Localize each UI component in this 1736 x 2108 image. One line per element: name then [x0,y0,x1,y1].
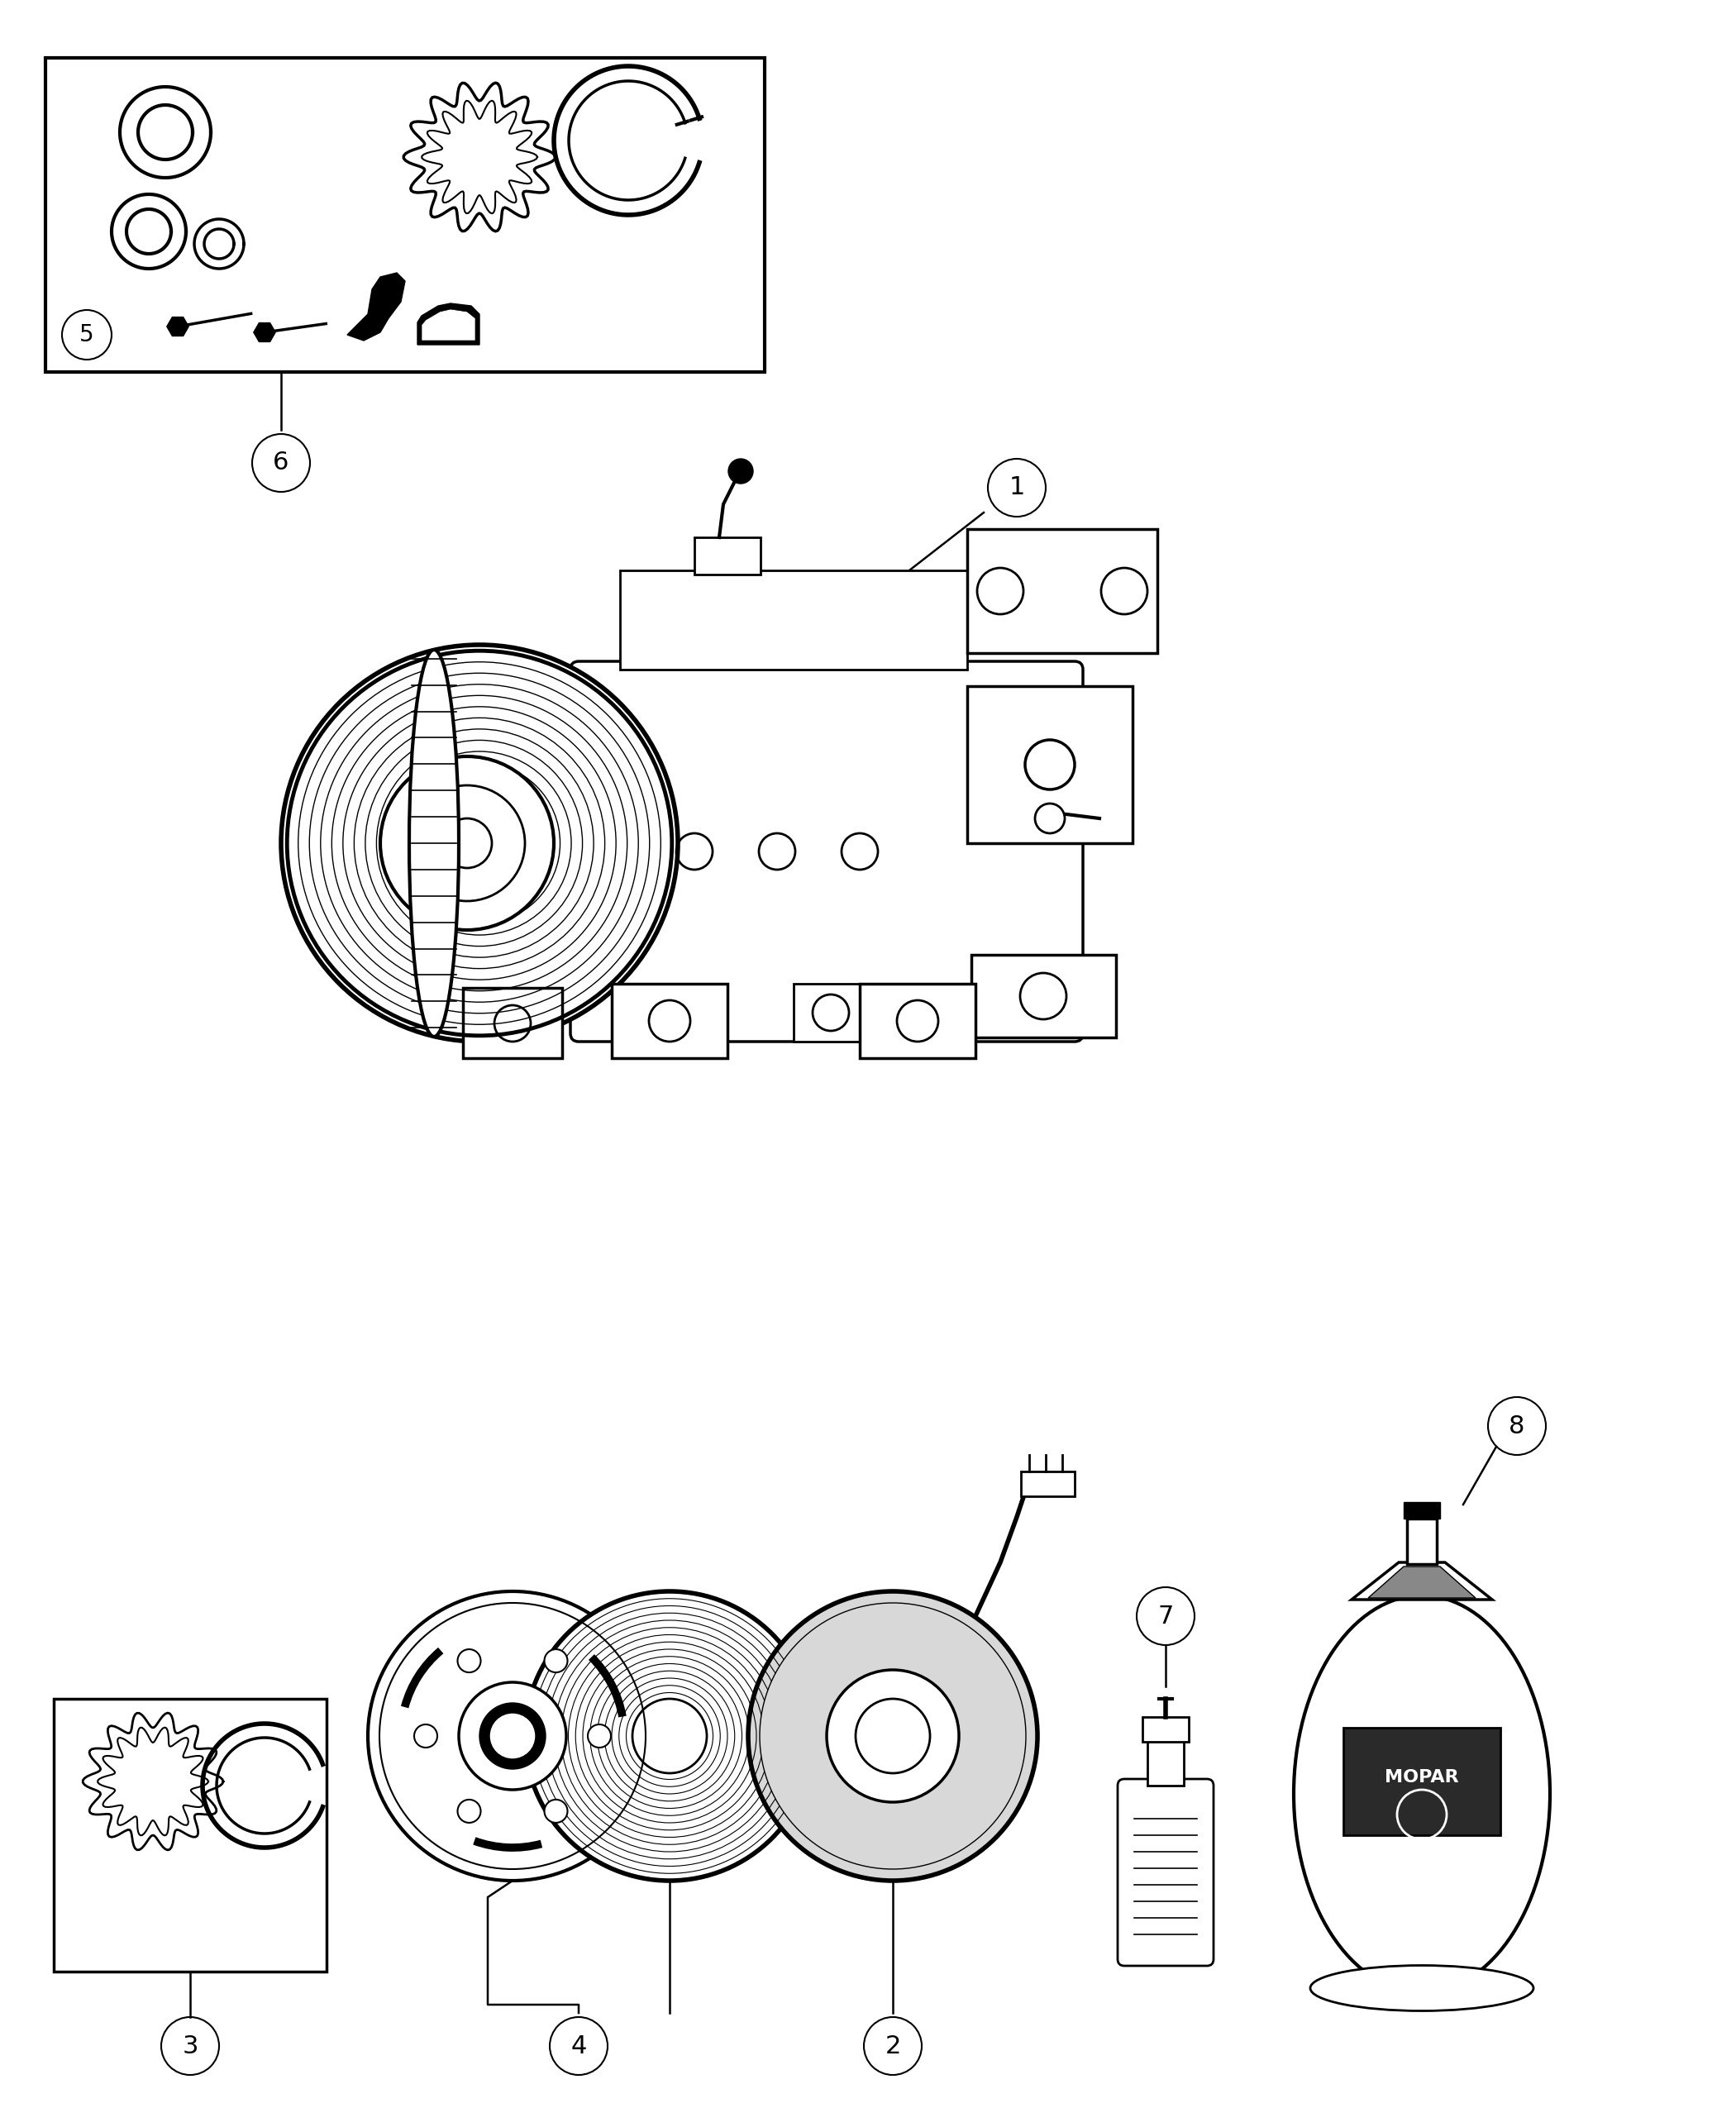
Circle shape [479,1703,545,1769]
Polygon shape [1368,1566,1476,1598]
Ellipse shape [1311,1965,1533,2011]
Circle shape [415,1724,437,1748]
Bar [45,57,764,371]
Circle shape [760,1602,1026,1870]
Text: 8: 8 [1509,1414,1524,1438]
Text: 5: 5 [80,323,94,346]
Text: 2: 2 [885,2034,901,2057]
Bar [1142,1718,1189,1741]
Bar [972,955,1116,1037]
Ellipse shape [410,649,458,1037]
Circle shape [368,1592,658,1880]
Circle shape [458,1648,481,1672]
Bar [54,1699,326,1971]
FancyBboxPatch shape [1118,1779,1213,1967]
Bar [967,529,1158,653]
Polygon shape [347,272,404,341]
Circle shape [545,1800,568,1823]
Circle shape [729,460,753,483]
Bar [1021,1471,1075,1497]
Text: 7: 7 [1158,1604,1174,1627]
Circle shape [826,1670,958,1802]
Bar [694,538,760,575]
Circle shape [545,1648,568,1672]
Text: 6: 6 [273,451,290,474]
Bar [859,984,976,1058]
Ellipse shape [1293,1596,1550,1992]
Bar [1406,1518,1437,1564]
Bar [1404,1503,1441,1518]
Circle shape [748,1592,1038,1880]
Circle shape [281,645,677,1041]
Text: 4: 4 [571,2034,587,2057]
Polygon shape [417,304,479,346]
Text: MOPAR: MOPAR [1385,1769,1458,1785]
Circle shape [380,757,554,930]
Bar [611,984,727,1058]
Circle shape [458,1682,566,1790]
Bar [1147,1739,1184,1785]
Bar [967,685,1132,843]
Polygon shape [253,323,276,341]
Polygon shape [1352,1562,1493,1600]
Circle shape [524,1592,814,1880]
Bar [1344,1729,1500,1836]
Text: 3: 3 [182,2034,198,2057]
Circle shape [589,1724,611,1748]
Polygon shape [167,316,189,337]
Polygon shape [422,310,476,341]
Bar [464,989,562,1058]
FancyBboxPatch shape [571,662,1083,1041]
Circle shape [458,1800,481,1823]
Text: 1: 1 [1009,476,1024,500]
Circle shape [490,1714,536,1760]
Bar [620,571,967,670]
Bar [793,984,868,1041]
